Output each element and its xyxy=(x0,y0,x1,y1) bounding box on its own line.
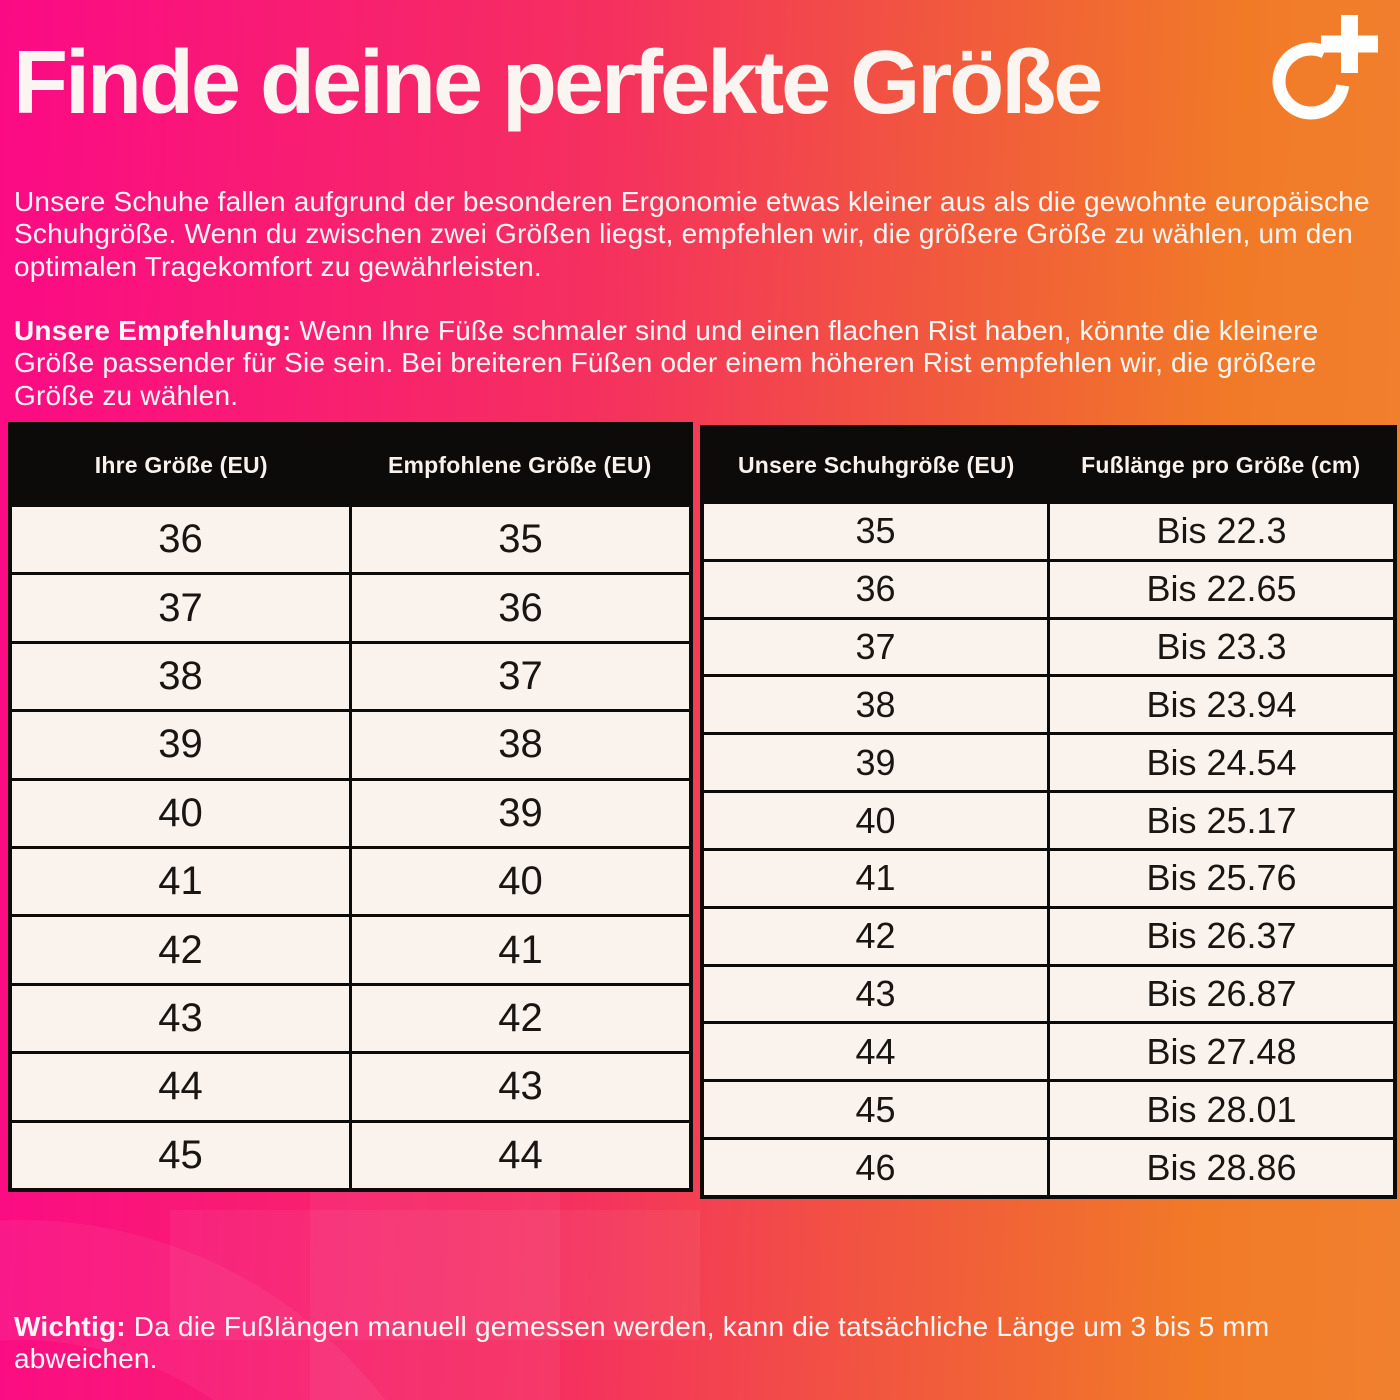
recommended-size-cell: 44 xyxy=(349,1122,689,1189)
column-header-recommended-size: Empfohlene Größe (EU) xyxy=(387,451,652,478)
table-row: 39 38 xyxy=(12,709,689,778)
foot-length-cell: Bis 27.48 xyxy=(1047,1024,1393,1080)
your-size-cell: 42 xyxy=(158,927,203,972)
table-row: 42 41 xyxy=(12,914,689,983)
shoe-size-cell: 46 xyxy=(855,1146,896,1188)
your-size-cell: 37 xyxy=(158,585,203,630)
table-row: 43 Bis 26.87 xyxy=(704,963,1393,1022)
table-row: 41 40 xyxy=(12,846,689,915)
recommended-size-cell: 35 xyxy=(349,507,689,573)
recommendation-paragraph: Unsere Empfehlung: Wenn Ihre Füße schmal… xyxy=(14,315,1388,412)
recommended-size-cell: 38 xyxy=(349,712,689,778)
recommendation-text: Wenn Ihre Füße schmaler sind und einen f… xyxy=(14,315,1319,411)
foot-length-cell: Bis 22.65 xyxy=(1047,561,1393,617)
table-row: 37 Bis 23.3 xyxy=(704,616,1393,675)
foot-length-cell: Bis 28.86 xyxy=(1047,1140,1393,1195)
page-title: Finde deine perfekte Größe xyxy=(13,33,1103,133)
your-size-cell: 38 xyxy=(158,654,203,699)
table-row: 35 Bis 22.3 xyxy=(704,501,1393,559)
your-size-cell: 40 xyxy=(158,790,203,835)
foot-length-cell: Bis 25.76 xyxy=(1047,850,1393,906)
foot-length-cell: Bis 25.17 xyxy=(1047,793,1393,848)
table-row: 36 35 xyxy=(12,504,689,573)
table-row: 44 Bis 27.48 xyxy=(704,1021,1393,1080)
foot-length-cell: Bis 24.54 xyxy=(1047,735,1393,791)
foot-length-cell: Bis 28.01 xyxy=(1047,1082,1393,1138)
size-conversion-table: Ihre Größe (EU) Empfohlene Größe (EU) 36… xyxy=(8,422,693,1192)
table-row: 45 44 xyxy=(12,1119,689,1189)
shoe-size-cell: 39 xyxy=(855,741,896,783)
table-row: 40 39 xyxy=(12,777,689,847)
your-size-cell: 39 xyxy=(158,722,203,767)
table-row: 44 43 xyxy=(12,1051,689,1120)
shoe-size-cell: 37 xyxy=(855,626,896,668)
your-size-cell: 43 xyxy=(158,996,203,1041)
size-conversion-table-header: Ihre Größe (EU) Empfohlene Größe (EU) xyxy=(12,426,689,504)
foot-length-table-header: Unsere Schuhgröße (EU) Fußlänge pro Größ… xyxy=(704,429,1393,501)
note-label: Wichtig: xyxy=(14,1311,126,1342)
foot-length-cell: Bis 26.37 xyxy=(1047,908,1393,964)
table-row: 42 Bis 26.37 xyxy=(704,905,1393,964)
recommended-size-cell: 43 xyxy=(349,1054,689,1120)
recommended-size-cell: 36 xyxy=(349,575,689,641)
intro-paragraph: Unsere Schuhe fallen aufgrund der besond… xyxy=(14,186,1370,282)
table-row: 38 37 xyxy=(12,640,689,710)
recommended-size-cell: 41 xyxy=(349,917,689,983)
foot-length-cell: Bis 23.94 xyxy=(1047,677,1393,733)
foot-length-cell: Bis 26.87 xyxy=(1047,966,1393,1022)
table-row: 46 Bis 28.86 xyxy=(704,1137,1393,1195)
your-size-cell: 45 xyxy=(158,1132,203,1177)
table-row: 37 36 xyxy=(12,572,689,641)
column-header-foot-length: Fußlänge pro Größe (cm) xyxy=(1081,451,1361,478)
note-paragraph: Wichtig: Da die Fußlängen manuell gemess… xyxy=(14,1311,1388,1376)
note-text: Da die Fußlängen manuell gemessen werden… xyxy=(14,1311,1270,1375)
shoe-size-cell: 38 xyxy=(855,683,896,725)
table-row: 40 Bis 25.17 xyxy=(704,790,1393,848)
foot-length-table: Unsere Schuhgröße (EU) Fußlänge pro Größ… xyxy=(700,425,1397,1199)
table-row: 39 Bis 24.54 xyxy=(704,732,1393,791)
your-size-cell: 44 xyxy=(158,1064,203,1109)
shoe-size-cell: 35 xyxy=(855,510,896,552)
table-row: 45 Bis 28.01 xyxy=(704,1079,1393,1138)
column-header-shoe-size: Unsere Schuhgröße (EU) xyxy=(737,451,1015,478)
table-row: 36 Bis 22.65 xyxy=(704,558,1393,617)
recommended-size-cell: 40 xyxy=(349,849,689,915)
foot-length-cell: Bis 22.3 xyxy=(1047,504,1393,559)
your-size-cell: 41 xyxy=(158,859,203,904)
shoe-size-cell: 40 xyxy=(855,799,896,841)
recommended-size-cell: 42 xyxy=(349,985,689,1052)
foot-length-cell: Bis 23.3 xyxy=(1047,619,1393,675)
shoe-size-cell: 45 xyxy=(855,1088,896,1130)
circle-plus-logo-icon xyxy=(1272,15,1378,120)
shoe-size-cell: 36 xyxy=(855,568,896,610)
your-size-cell: 36 xyxy=(158,517,203,562)
recommended-size-cell: 39 xyxy=(349,780,689,847)
shoe-size-cell: 44 xyxy=(855,1030,896,1072)
shoe-size-cell: 42 xyxy=(855,915,896,957)
shoe-size-cell: 43 xyxy=(855,973,896,1015)
table-row: 41 Bis 25.76 xyxy=(704,847,1393,906)
column-header-your-size: Ihre Größe (EU) xyxy=(94,451,268,478)
table-row: 38 Bis 23.94 xyxy=(704,674,1393,733)
recommended-size-cell: 37 xyxy=(349,643,689,710)
table-row: 43 42 xyxy=(12,982,689,1052)
shoe-size-cell: 41 xyxy=(855,857,896,899)
recommendation-label: Unsere Empfehlung: xyxy=(14,315,292,346)
